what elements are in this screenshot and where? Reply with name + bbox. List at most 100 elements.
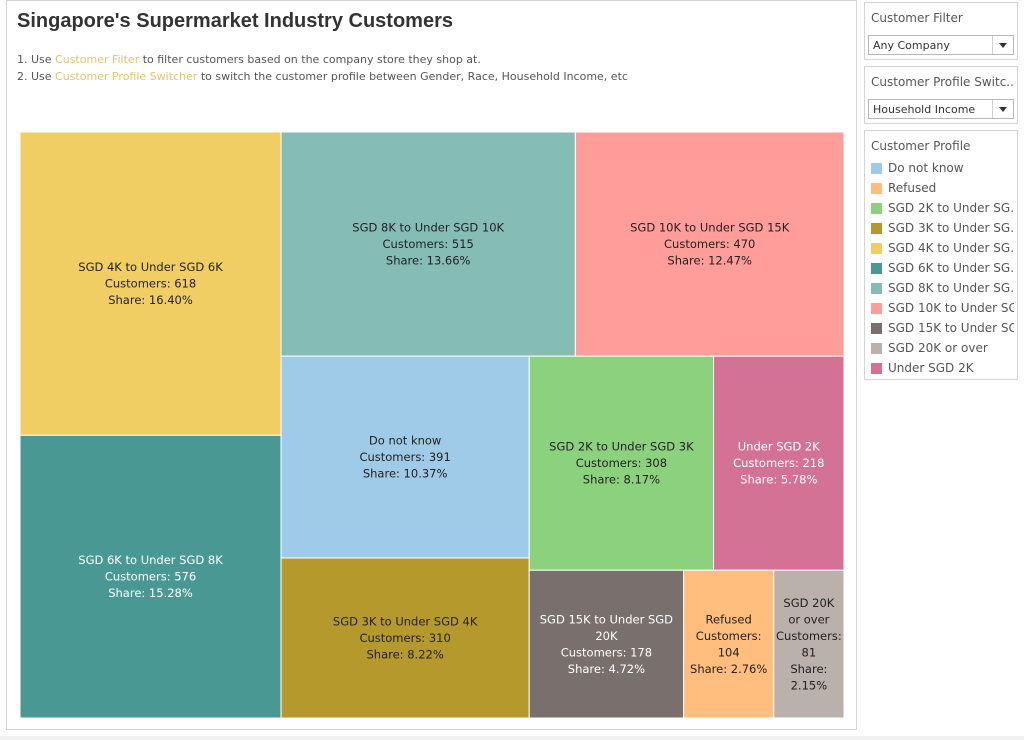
- treemap-label: SGD 6K to Under SGD 8K: [78, 553, 223, 567]
- legend-swatch: [871, 203, 882, 214]
- treemap-cell[interactable]: SGD 6K to Under SGD 8K Customers: 576 Shar…: [20, 434, 282, 718]
- customer-filter-title: Customer Filter: [871, 11, 963, 25]
- legend-item[interactable]: SGD 4K to Under SG..: [871, 239, 1017, 259]
- legend-swatch: [871, 343, 882, 354]
- treemap-label: SGD 8K to Under SGD 10K: [352, 221, 504, 235]
- treemap-label: Share: 15.28%: [108, 586, 193, 600]
- legend-swatch: [871, 163, 882, 174]
- profile-switcher-link[interactable]: Customer Profile Switcher: [55, 70, 198, 83]
- profile-switcher-dropdown[interactable]: Household Income: [868, 99, 1014, 119]
- legend-item[interactable]: SGD 15K to Under SG..: [871, 319, 1017, 339]
- instruction-prefix: 2. Use: [17, 70, 56, 83]
- treemap-rect[interactable]: [528, 569, 685, 718]
- treemap-label: Share: 5.78%: [740, 473, 817, 487]
- treemap-label: Share: 8.22%: [367, 647, 444, 661]
- treemap-label: 104: [718, 645, 740, 659]
- treemap-label: Under SGD 2K: [738, 440, 821, 454]
- treemap-cell[interactable]: SGD 20K or over Customers: 81 Share: 2.15%: [773, 569, 844, 718]
- legend-label: Do not know: [888, 161, 964, 175]
- treemap-label: Do not know: [369, 434, 441, 448]
- treemap-label: Customers:: [696, 629, 762, 643]
- treemap-rect[interactable]: [683, 569, 775, 718]
- treemap-label: SGD 20K: [783, 596, 834, 610]
- treemap-rect[interactable]: [280, 132, 576, 357]
- legend-label: SGD 15K to Under SG..: [888, 321, 1014, 335]
- treemap-chart: SGD 4K to Under SGD 6K Customers: 618 Shar…: [20, 132, 844, 718]
- treemap-label: 20K: [595, 629, 618, 643]
- treemap-label: SGD 15K to Under SGD: [540, 612, 673, 626]
- treemap-label: or over: [788, 612, 829, 626]
- instruction-suffix: to switch the customer profile between G…: [197, 70, 628, 83]
- treemap-rect[interactable]: [528, 355, 715, 571]
- legend-swatch: [871, 223, 882, 234]
- treemap-label: Customers: 391: [359, 450, 450, 464]
- treemap-label: 2.15%: [791, 678, 828, 692]
- treemap-cell[interactable]: SGD 3K to Under SGD 4K Customers: 310 Shar…: [280, 557, 530, 718]
- profile-switcher-card: Customer Profile Switc... Household Inco…: [864, 66, 1018, 124]
- treemap-cell[interactable]: SGD 4K to Under SGD 6K Customers: 618 Shar…: [20, 132, 282, 436]
- legend-label: SGD 8K to Under SG..: [888, 281, 1014, 295]
- treemap-cell[interactable]: Under SGD 2K Customers: 218 Share: 5.78%: [713, 355, 844, 571]
- legend-label: SGD 4K to Under SG..: [888, 241, 1014, 255]
- customer-filter-link[interactable]: Customer Filter: [55, 53, 140, 66]
- legend-item[interactable]: SGD 2K to Under SG..: [871, 199, 1017, 219]
- legend-swatch: [871, 283, 882, 294]
- treemap-label: Share: 2.76%: [690, 662, 767, 676]
- treemap-rect[interactable]: [574, 132, 844, 357]
- treemap-rect[interactable]: [773, 569, 844, 718]
- legend-item[interactable]: SGD 6K to Under SG..: [871, 259, 1017, 279]
- legend-swatch: [871, 243, 882, 254]
- legend-item[interactable]: SGD 10K to Under SG..: [871, 299, 1017, 319]
- treemap-label: Share: 10.37%: [363, 467, 448, 481]
- legend-label: SGD 6K to Under SG..: [888, 261, 1014, 275]
- treemap-cell[interactable]: SGD 10K to Under SGD 15K Customers: 470 Sh…: [574, 132, 844, 357]
- legend-label: SGD 2K to Under SG..: [888, 201, 1014, 215]
- legend-swatch: [871, 363, 882, 374]
- chevron-down-icon[interactable]: [992, 36, 1013, 54]
- treemap-label: Share: 13.66%: [386, 254, 471, 268]
- treemap-label: Customers: 618: [105, 277, 196, 291]
- treemap-label: SGD 3K to Under SGD 4K: [333, 614, 478, 628]
- profile-switcher-title: Customer Profile Switc...: [871, 75, 1013, 89]
- legend-item[interactable]: Do not know: [871, 159, 1017, 179]
- treemap-cell[interactable]: Refused Customers: 104 Share: 2.76%: [683, 569, 775, 718]
- treemap-cell[interactable]: SGD 2K to Under SGD 3K Customers: 308 Shar…: [528, 355, 715, 571]
- bottom-bar: [0, 736, 1024, 740]
- treemap-label: SGD 2K to Under SGD 3K: [549, 440, 694, 454]
- chevron-down-icon[interactable]: [992, 100, 1013, 118]
- treemap-cell[interactable]: SGD 8K to Under SGD 10K Customers: 515 Sha…: [280, 132, 576, 357]
- legend-item[interactable]: Refused: [871, 179, 1017, 199]
- treemap-label: SGD 10K to Under SGD 15K: [630, 221, 790, 235]
- treemap-label: Customers: 218: [733, 456, 824, 470]
- treemap-label: Share: 12.47%: [667, 254, 752, 268]
- legend-card: Customer Profile Do not know Refused SGD 2…: [864, 130, 1018, 380]
- treemap-label: Customers: 515: [383, 237, 474, 251]
- profile-switcher-value: Household Income: [873, 103, 976, 116]
- treemap-cell[interactable]: SGD 15K to Under SGD 20K Customers: 178 Sha…: [528, 569, 685, 718]
- treemap-label: Share:: [790, 662, 827, 676]
- legend-item[interactable]: SGD 8K to Under SG..: [871, 279, 1017, 299]
- customer-filter-value: Any Company: [873, 39, 950, 52]
- treemap-label: Share: 8.17%: [583, 473, 660, 487]
- treemap-label: Customers: 310: [359, 631, 450, 645]
- treemap-cell[interactable]: Do not know Customers: 391 Share: 10.37%: [280, 355, 530, 559]
- treemap-rect[interactable]: [20, 132, 282, 436]
- legend-item[interactable]: Under SGD 2K: [871, 359, 1017, 379]
- legend-swatch: [871, 183, 882, 194]
- treemap-rect[interactable]: [280, 557, 530, 718]
- treemap-label: Customers:: [776, 629, 842, 643]
- treemap-rect[interactable]: [713, 355, 844, 571]
- instruction-line-2: 2. Use Customer Profile Switcher to swit…: [17, 70, 628, 83]
- treemap-label: Refused: [706, 612, 752, 626]
- page-title: Singapore's Supermarket Industry Custome…: [17, 10, 453, 32]
- legend-label: SGD 20K or over: [888, 341, 988, 355]
- legend-item[interactable]: SGD 3K to Under SG..: [871, 219, 1017, 239]
- legend-label: SGD 10K to Under SG..: [888, 301, 1014, 315]
- customer-filter-dropdown[interactable]: Any Company: [868, 35, 1014, 55]
- treemap-label: Share: 16.40%: [108, 293, 193, 307]
- legend-item[interactable]: SGD 20K or over: [871, 339, 1017, 359]
- treemap-label: Customers: 178: [561, 645, 652, 659]
- legend-swatch: [871, 263, 882, 274]
- legend-label: SGD 3K to Under SG..: [888, 221, 1014, 235]
- treemap-label: Customers: 308: [576, 456, 667, 470]
